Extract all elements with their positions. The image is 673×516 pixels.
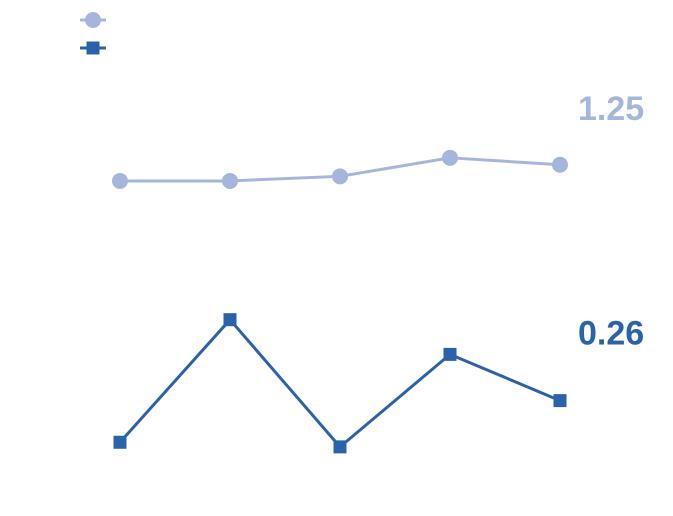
series-b-end-label: 0.26 xyxy=(578,314,644,352)
series-a-end-label: 1.25 xyxy=(578,90,644,128)
chart-svg: 1.25 0.26 xyxy=(0,0,673,516)
line-chart: 1.25 0.26 xyxy=(0,0,673,516)
